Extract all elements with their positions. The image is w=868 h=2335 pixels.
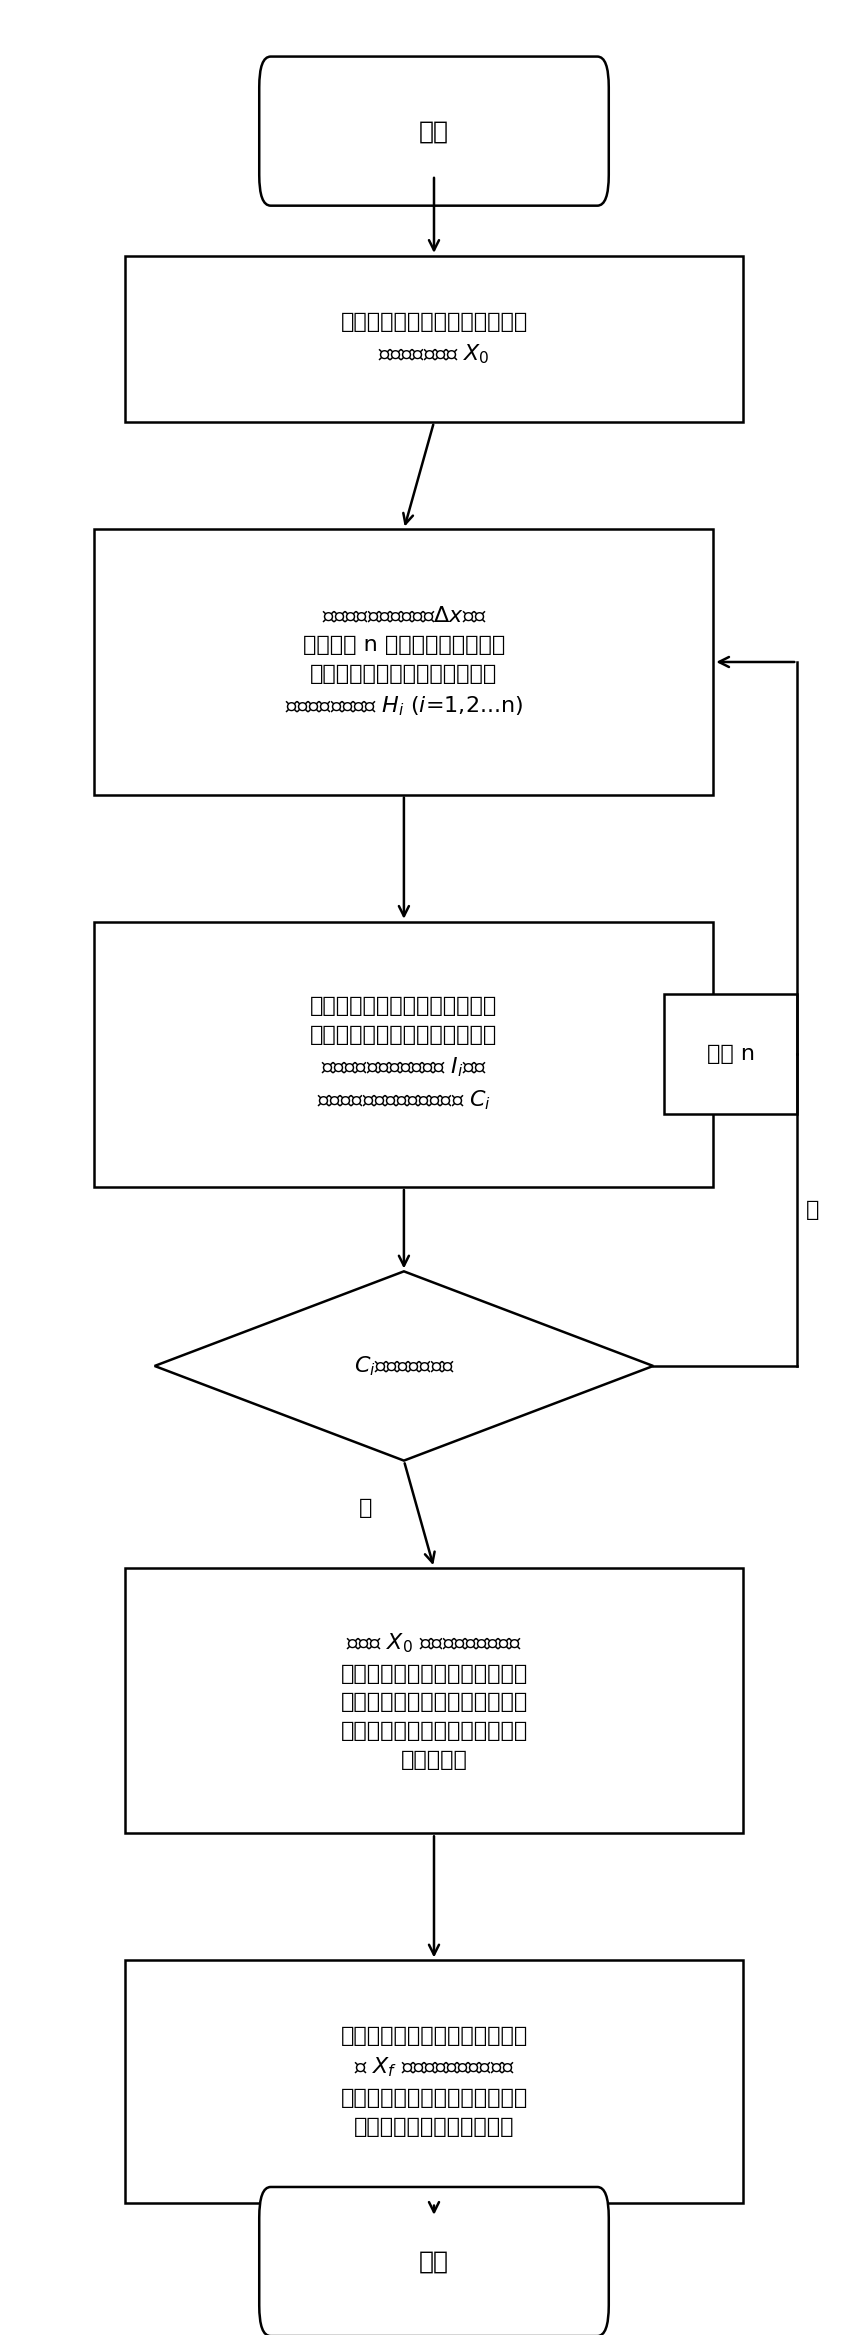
- Text: 否: 否: [358, 1497, 372, 1518]
- Text: 拟合曲线的最高点所对应的横坐
标 $X_f$ 即为待测样品的聚焦位
置，通过控制电动升降台，直接
将待测样品移动到此位置。: 拟合曲线的最高点所对应的横坐 标 $X_f$ 即为待测样品的聚焦位 置，通过控制…: [340, 2027, 528, 2137]
- FancyBboxPatch shape: [260, 56, 608, 205]
- Bar: [95, 922, 713, 1186]
- Text: 手动将待测样品表面调节到聚焦
平面下方某位置 $X_0$: 手动将待测样品表面调节到聚焦 平面下方某位置 $X_0$: [340, 313, 528, 367]
- Text: 通过傅里叶变换、角谱滤波、逆
傅里叶变换等操作获得每张全息
图所对应的物光强度图像 $I_i$；计
算每张强度图像的自相关算子 $C_i$: 通过傅里叶变换、角谱滤波、逆 傅里叶变换等操作获得每张全息 图所对应的物光强度图…: [310, 997, 497, 1111]
- Text: 结束: 结束: [419, 2249, 449, 2274]
- Text: 增大 n: 增大 n: [707, 1044, 754, 1065]
- Bar: [124, 257, 744, 423]
- Text: 开始: 开始: [419, 119, 449, 142]
- FancyBboxPatch shape: [260, 2188, 608, 2335]
- Polygon shape: [155, 1270, 654, 1462]
- Bar: [124, 1961, 744, 2202]
- Text: 以位置 $X_0$ 为原点，各个全息图
记录的位置为横坐标，各全息图
所对应的强度图计算得到的自相
关系数为纵坐标值，对数据进行
多项式拟合: 以位置 $X_0$ 为原点，各个全息图 记录的位置为横坐标，各全息图 所对应的强…: [340, 1632, 528, 1770]
- Bar: [95, 530, 713, 794]
- Text: 是: 是: [806, 1200, 819, 1221]
- Bar: [124, 1567, 744, 1833]
- Bar: [664, 995, 797, 1114]
- Text: $C_i$是否单调递增？: $C_i$是否单调递增？: [353, 1354, 454, 1378]
- Text: 沿物镜光轴向上等间隔$\Delta x$移动
待测样品 n 次，每移动一次，拍
摄一张全息图，获得一系列聚焦
位置不同的全息图 $H_i$ ($i$=1,2..: 沿物镜光轴向上等间隔$\Delta x$移动 待测样品 n 次，每移动一次，拍 …: [285, 607, 523, 717]
